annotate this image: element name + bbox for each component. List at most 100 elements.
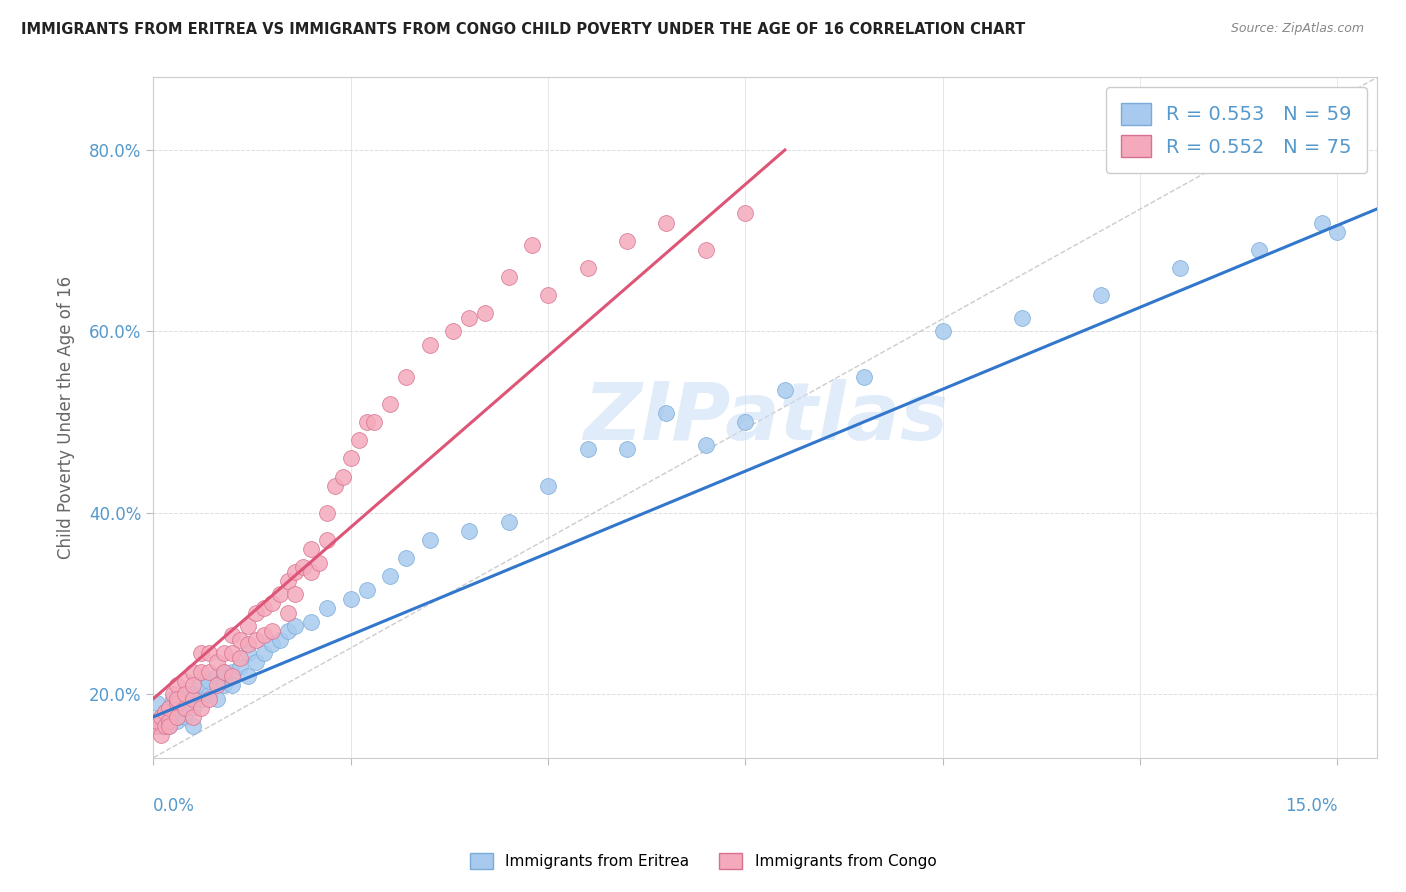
Point [277,574,299,588]
Point [616,442,638,457]
Point [380,569,402,583]
Point [339,591,361,606]
Point [190,691,212,706]
Point [236,646,259,660]
Point [253,646,276,660]
Y-axis label: Child Poverty Under the Age of 16: Child Poverty Under the Age of 16 [58,276,75,559]
Point [221,678,243,692]
Point [474,306,496,320]
Point [181,687,204,701]
Text: ZIPatlas: ZIPatlas [582,378,948,457]
Point [145,719,167,733]
Point [236,637,259,651]
Point [347,434,370,448]
Point [146,714,169,729]
Point [236,619,259,633]
Point [316,533,339,547]
Point [221,665,243,679]
Point [339,451,361,466]
Point [316,506,339,520]
Point [221,628,243,642]
Point [229,632,252,647]
Text: 15.0%: 15.0% [1285,797,1337,814]
Point [245,632,267,647]
Point [150,710,173,724]
Point [166,678,188,692]
Point [214,678,236,692]
Text: Source: ZipAtlas.com: Source: ZipAtlas.com [1230,22,1364,36]
Point [197,687,219,701]
Point [162,687,184,701]
Point [363,415,385,429]
Point [245,656,267,670]
Point [332,469,354,483]
Point [190,700,212,714]
Point [395,369,418,384]
Point [150,710,173,724]
Point [773,384,796,398]
Point [166,691,188,706]
Point [245,606,267,620]
Point [1247,243,1270,257]
Point [576,260,599,275]
Point [284,565,307,579]
Point [150,719,173,733]
Point [150,728,173,742]
Point [522,238,544,252]
Point [419,338,441,352]
Point [655,216,678,230]
Legend: R = 0.553   N = 59, R = 0.552   N = 75: R = 0.553 N = 59, R = 0.552 N = 75 [1107,87,1367,173]
Point [299,615,322,629]
Point [181,665,204,679]
Point [576,442,599,457]
Point [166,700,188,714]
Point [458,310,481,325]
Point [395,551,418,566]
Point [146,696,169,710]
Point [498,270,520,285]
Point [197,646,219,660]
Point [380,397,402,411]
Point [292,560,315,574]
Point [284,587,307,601]
Point [162,691,184,706]
Point [932,325,955,339]
Point [253,601,276,615]
Point [616,234,638,248]
Point [157,719,180,733]
Point [197,673,219,688]
Point [441,325,464,339]
Point [221,646,243,660]
Point [174,710,197,724]
Point [166,710,188,724]
Point [197,691,219,706]
Point [155,706,177,720]
Point [260,597,283,611]
Point [166,714,188,729]
Point [1090,288,1112,302]
Point [537,478,560,492]
Point [157,700,180,714]
Text: 0.0%: 0.0% [153,797,195,814]
Point [1011,310,1033,325]
Point [197,665,219,679]
Point [695,438,717,452]
Point [655,406,678,420]
Legend: Immigrants from Eritrea, Immigrants from Congo: Immigrants from Eritrea, Immigrants from… [464,847,942,875]
Point [1310,216,1333,230]
Point [299,542,322,557]
Point [181,710,204,724]
Point [174,673,197,688]
Point [323,478,346,492]
Point [308,556,330,570]
Point [174,691,197,706]
Point [214,665,236,679]
Point [229,651,252,665]
Point [734,415,756,429]
Point [269,632,291,647]
Point [260,637,283,651]
Point [356,415,378,429]
Point [236,669,259,683]
Point [174,696,197,710]
Point [155,719,177,733]
